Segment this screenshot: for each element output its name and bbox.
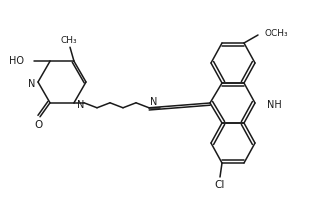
Text: HO: HO <box>9 56 24 66</box>
Text: O: O <box>34 120 42 130</box>
Text: OCH₃: OCH₃ <box>264 28 288 38</box>
Text: NH: NH <box>267 100 282 110</box>
Text: N: N <box>28 79 36 89</box>
Text: N: N <box>150 97 158 107</box>
Text: Cl: Cl <box>215 180 225 190</box>
Text: CH₃: CH₃ <box>61 36 77 45</box>
Text: N: N <box>77 100 85 110</box>
